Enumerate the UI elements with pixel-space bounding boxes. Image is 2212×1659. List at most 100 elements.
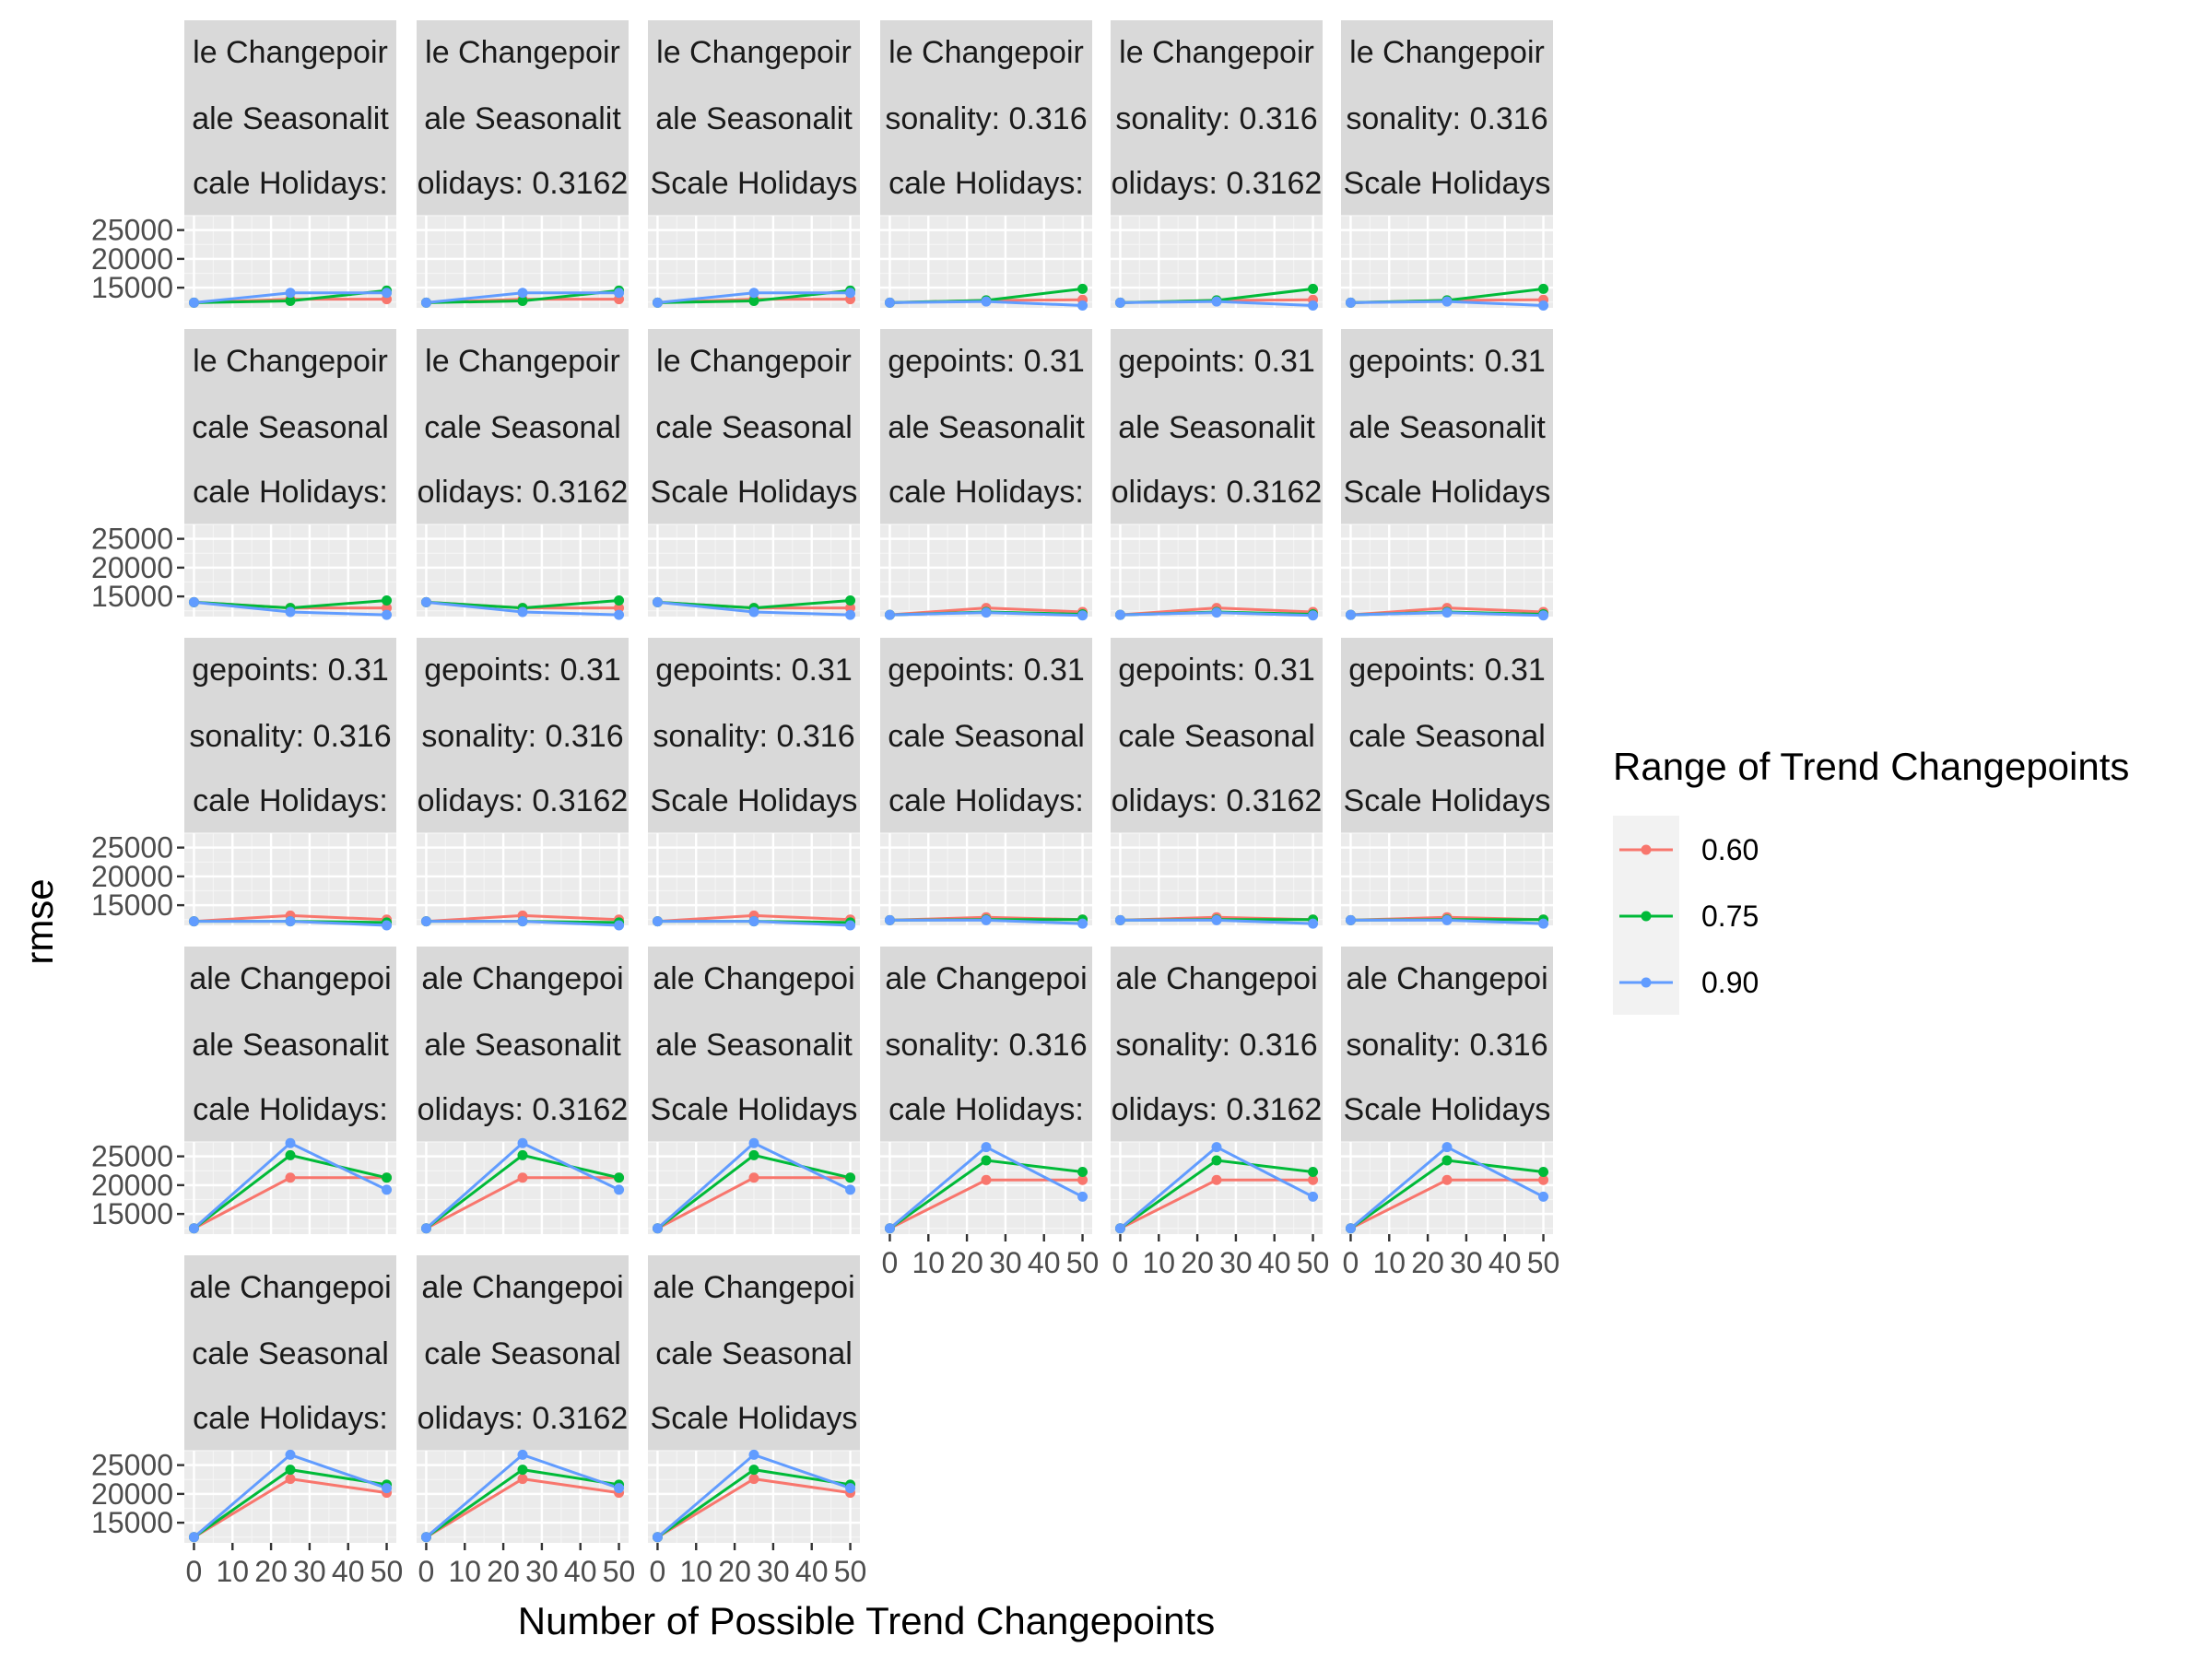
data-point-0.90	[1441, 607, 1453, 618]
data-point-0.90	[188, 596, 199, 607]
data-point-0.75	[748, 1149, 759, 1160]
facet-strip-label: olidays: 0.3162	[418, 1092, 629, 1127]
facet-strip-label: cale Seasonal	[424, 410, 621, 445]
facet-strip	[880, 638, 1092, 833]
x-tick-label: 10	[1372, 1246, 1406, 1279]
facet-strip-label: ale Changepoi	[421, 1270, 623, 1305]
data-point-0.75	[382, 1172, 393, 1183]
strip-text-group: gepoints: 0.31 sonality: 0.316 Scale Holid…	[651, 653, 858, 818]
data-point-0.90	[1441, 914, 1453, 925]
data-point-0.90	[1114, 1223, 1125, 1234]
data-point-0.75	[382, 595, 393, 606]
data-point-0.90	[517, 288, 528, 299]
x-tick-label: 10	[448, 1555, 481, 1588]
facet-strip-label: le Changepoir	[193, 35, 388, 70]
strip-text-group: ale Changepoi cale Seasonal Scale Holidays	[651, 1270, 858, 1436]
facet-strip-label: ale Seasonalit	[192, 1028, 389, 1063]
facet-panel: le Changepoir cale Seasonal cale Holidays:…	[91, 329, 396, 620]
data-point-0.90	[845, 288, 856, 299]
x-tick-label: 40	[1258, 1246, 1291, 1279]
facet-strip	[184, 20, 396, 216]
data-point-0.75	[1441, 1155, 1453, 1166]
data-point-0.90	[748, 288, 759, 299]
facet-strip	[1111, 638, 1323, 833]
facet-strip-label: olidays: 0.3162	[1112, 783, 1323, 818]
facet-panel: le Changepoir cale Seasonal olidays: 0.316…	[417, 329, 629, 620]
y-tick-label: 25000	[91, 831, 173, 865]
data-point-0.90	[652, 297, 663, 308]
facet-strip-label: olidays: 0.3162	[418, 166, 629, 201]
data-point-0.90	[652, 1223, 663, 1234]
y-tick-label: 25000	[91, 523, 173, 556]
facet-strip-label: ale Seasonalit	[1118, 410, 1315, 445]
strip-text-group: gepoints: 0.31 sonality: 0.316 cale Holida…	[189, 653, 391, 818]
data-point-0.90	[1077, 918, 1088, 929]
x-tick-label: 0	[1343, 1246, 1359, 1279]
facet-strip-label: olidays: 0.3162	[1112, 166, 1323, 201]
data-point-0.90	[188, 1532, 199, 1543]
y-tick-label: 15000	[91, 580, 173, 613]
strip-text-group: gepoints: 0.31 ale Seasonalit olidays: 0.3…	[1112, 344, 1323, 510]
facet-panel: gepoints: 0.31 ale Seasonalit cale Holiday…	[880, 329, 1092, 621]
facet-strip-label: Scale Holidays	[651, 475, 858, 510]
facet-strip-label: sonality: 0.316	[1346, 1028, 1547, 1063]
data-point-0.75	[614, 1172, 625, 1183]
facet-strip-label: ale Seasonalit	[424, 101, 621, 136]
facet-strip-label: ale Seasonalit	[655, 1028, 853, 1063]
facet-panel: gepoints: 0.31 cale Seasonal cale Holidays…	[880, 638, 1092, 929]
data-point-0.60	[285, 1474, 296, 1485]
data-point-0.60	[748, 1474, 759, 1485]
x-tick-label: 0	[650, 1555, 666, 1588]
strip-text-group: gepoints: 0.31 cale Seasonal cale Holidays…	[888, 653, 1085, 818]
x-tick-label: 0	[418, 1555, 435, 1588]
facet-panel: gepoints: 0.31 sonality: 0.316 cale Holida…	[91, 638, 396, 931]
data-point-0.75	[517, 1465, 528, 1476]
data-point-0.75	[845, 1172, 856, 1183]
facet-strip	[184, 947, 396, 1142]
facet-strip-label: ale Seasonalit	[655, 101, 853, 136]
x-tick-label: 30	[293, 1555, 326, 1588]
facet-strip-label: ale Changepoi	[885, 961, 1087, 996]
x-tick-label: 40	[332, 1555, 365, 1588]
y-tick-label: 25000	[91, 1449, 173, 1482]
data-point-0.60	[517, 1172, 528, 1183]
y-tick-label: 25000	[91, 214, 173, 247]
facet-strip-label: ale Seasonalit	[1348, 410, 1546, 445]
legend-entry-label: 0.60	[1701, 833, 1759, 866]
data-point-0.75	[1077, 283, 1088, 294]
facet-strip	[184, 1255, 396, 1451]
data-point-0.90	[1538, 918, 1549, 929]
data-point-0.90	[614, 1483, 625, 1494]
facet-strip-label: sonality: 0.316	[1115, 1028, 1317, 1063]
facet-strip-label: ale Changepoi	[653, 961, 854, 996]
x-tick-label: 50	[1527, 1246, 1560, 1279]
facet-strip-label: le Changepoir	[656, 344, 852, 379]
facet-panel: ale Changepoi sonality: 0.316 olidays: 0.3…	[1111, 947, 1329, 1279]
facet-strip-label: gepoints: 0.31	[192, 653, 389, 688]
x-tick-label: 20	[254, 1555, 288, 1588]
facet-strip-label: cale Holidays:	[888, 1092, 1084, 1127]
data-point-0.90	[382, 288, 393, 299]
facet-panel: le Changepoir sonality: 0.316 Scale Holida…	[1341, 20, 1553, 311]
strip-text-group: ale Changepoi sonality: 0.316 olidays: 0.3…	[1112, 961, 1323, 1127]
facet-strip-label: cale Seasonal	[192, 1336, 389, 1371]
facet-panel: ale Changepoi cale Seasonal Scale Holidays…	[648, 1255, 866, 1588]
data-point-0.90	[1538, 1191, 1549, 1202]
data-point-0.90	[1308, 918, 1319, 929]
data-point-0.90	[517, 606, 528, 618]
data-point-0.90	[285, 1449, 296, 1460]
facet-strip-label: cale Seasonal	[888, 719, 1085, 754]
data-point-0.90	[382, 1184, 393, 1195]
facet-strip	[648, 20, 860, 216]
data-point-0.90	[845, 920, 856, 931]
facet-strip-label: le Changepoir	[888, 35, 1084, 70]
facet-strip-label: sonality: 0.316	[885, 1028, 1087, 1063]
facet-strip-label: Scale Holidays	[651, 1401, 858, 1436]
data-point-0.90	[188, 916, 199, 927]
y-axis-title: rmse	[18, 878, 61, 964]
data-point-0.90	[1211, 296, 1222, 307]
legend-swatch-point	[1641, 977, 1652, 988]
facet-strip	[417, 329, 629, 524]
facet-strip-label: cale Holidays:	[888, 475, 1084, 510]
